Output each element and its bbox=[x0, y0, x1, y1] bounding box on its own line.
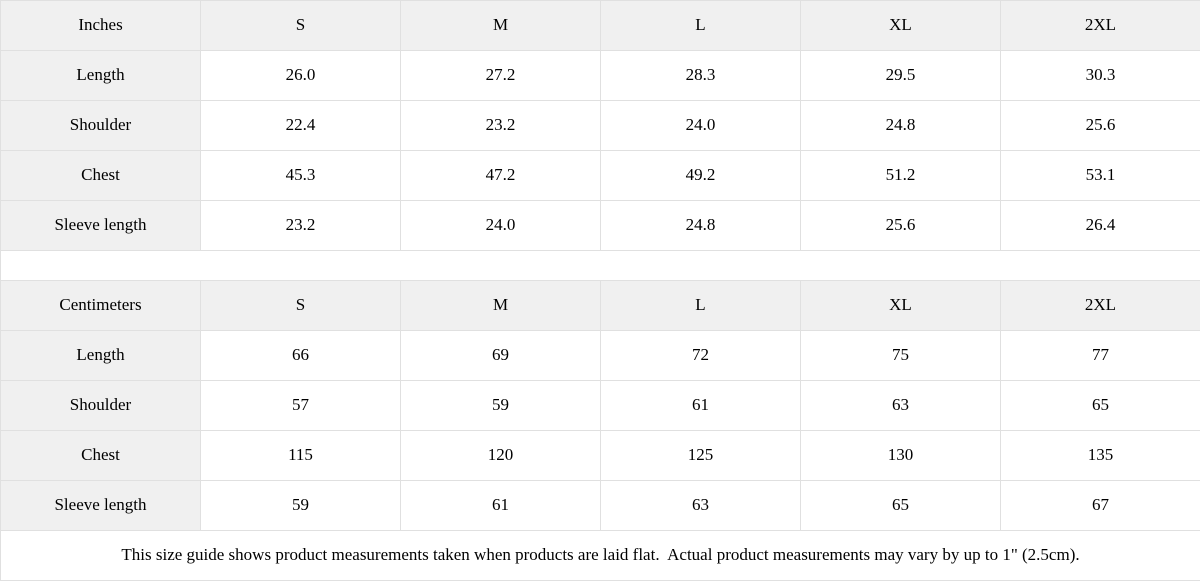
measurement-cell: 53.1 bbox=[1001, 151, 1200, 201]
row-label-length: Length bbox=[1, 51, 201, 101]
row-label-sleeve-length: Sleeve length bbox=[1, 201, 201, 251]
spacer-cell bbox=[1, 251, 1200, 281]
size-header-l: L bbox=[601, 1, 801, 51]
measurement-cell: 69 bbox=[401, 331, 601, 381]
row-label-shoulder: Shoulder bbox=[1, 381, 201, 431]
measurement-cell: 23.2 bbox=[201, 201, 401, 251]
measurement-cell: 67 bbox=[1001, 481, 1200, 531]
row-label-length: Length bbox=[1, 331, 201, 381]
measurement-cell: 27.2 bbox=[401, 51, 601, 101]
footnote-row: This size guide shows product measuremen… bbox=[1, 531, 1200, 581]
measurement-cell: 24.0 bbox=[601, 101, 801, 151]
size-header-m: M bbox=[401, 1, 601, 51]
measurement-cell: 22.4 bbox=[201, 101, 401, 151]
inches-header-row: Inches S M L XL 2XL bbox=[1, 1, 1200, 51]
measurement-cell: 23.2 bbox=[401, 101, 601, 151]
measurement-cell: 49.2 bbox=[601, 151, 801, 201]
table-row: Shoulder 57 59 61 63 65 bbox=[1, 381, 1200, 431]
size-header-2xl: 2XL bbox=[1001, 1, 1200, 51]
measurement-cell: 61 bbox=[401, 481, 601, 531]
measurement-cell: 24.0 bbox=[401, 201, 601, 251]
measurement-cell: 26.0 bbox=[201, 51, 401, 101]
measurement-cell: 63 bbox=[801, 381, 1001, 431]
measurement-cell: 135 bbox=[1001, 431, 1200, 481]
measurement-cell: 45.3 bbox=[201, 151, 401, 201]
table-row: Length 26.0 27.2 28.3 29.5 30.3 bbox=[1, 51, 1200, 101]
measurement-cell: 25.6 bbox=[801, 201, 1001, 251]
table-row: Sleeve length 23.2 24.0 24.8 25.6 26.4 bbox=[1, 201, 1200, 251]
table-row: Chest 115 120 125 130 135 bbox=[1, 431, 1200, 481]
table-row: Sleeve length 59 61 63 65 67 bbox=[1, 481, 1200, 531]
measurement-cell: 57 bbox=[201, 381, 401, 431]
measurement-cell: 77 bbox=[1001, 331, 1200, 381]
measurement-cell: 72 bbox=[601, 331, 801, 381]
size-header-s: S bbox=[201, 1, 401, 51]
row-label-chest: Chest bbox=[1, 431, 201, 481]
measurement-cell: 30.3 bbox=[1001, 51, 1200, 101]
measurement-cell: 75 bbox=[801, 331, 1001, 381]
measurement-cell: 59 bbox=[401, 381, 601, 431]
measurement-cell: 61 bbox=[601, 381, 801, 431]
size-header-xl: XL bbox=[801, 1, 1001, 51]
measurement-cell: 24.8 bbox=[801, 101, 1001, 151]
spacer-row bbox=[1, 251, 1200, 281]
measurement-cell: 63 bbox=[601, 481, 801, 531]
size-header-m: M bbox=[401, 281, 601, 331]
measurement-cell: 51.2 bbox=[801, 151, 1001, 201]
measurement-cell: 59 bbox=[201, 481, 401, 531]
row-label-shoulder: Shoulder bbox=[1, 101, 201, 151]
size-header-xl: XL bbox=[801, 281, 1001, 331]
row-label-sleeve-length: Sleeve length bbox=[1, 481, 201, 531]
measurement-cell: 65 bbox=[1001, 381, 1200, 431]
size-header-l: L bbox=[601, 281, 801, 331]
unit-header-inches: Inches bbox=[1, 1, 201, 51]
measurement-cell: 47.2 bbox=[401, 151, 601, 201]
measurement-cell: 25.6 bbox=[1001, 101, 1200, 151]
table-row: Chest 45.3 47.2 49.2 51.2 53.1 bbox=[1, 151, 1200, 201]
measurement-cell: 120 bbox=[401, 431, 601, 481]
measurement-cell: 28.3 bbox=[601, 51, 801, 101]
measurement-cell: 26.4 bbox=[1001, 201, 1200, 251]
size-header-2xl: 2XL bbox=[1001, 281, 1200, 331]
unit-header-centimeters: Centimeters bbox=[1, 281, 201, 331]
measurement-cell: 130 bbox=[801, 431, 1001, 481]
centimeters-header-row: Centimeters S M L XL 2XL bbox=[1, 281, 1200, 331]
measurement-cell: 115 bbox=[201, 431, 401, 481]
measurement-cell: 66 bbox=[201, 331, 401, 381]
row-label-chest: Chest bbox=[1, 151, 201, 201]
size-header-s: S bbox=[201, 281, 401, 331]
measurement-cell: 24.8 bbox=[601, 201, 801, 251]
measurement-cell: 29.5 bbox=[801, 51, 1001, 101]
table-row: Length 66 69 72 75 77 bbox=[1, 331, 1200, 381]
measurement-cell: 125 bbox=[601, 431, 801, 481]
footnote-text: This size guide shows product measuremen… bbox=[1, 531, 1200, 581]
measurement-cell: 65 bbox=[801, 481, 1001, 531]
table-row: Shoulder 22.4 23.2 24.0 24.8 25.6 bbox=[1, 101, 1200, 151]
